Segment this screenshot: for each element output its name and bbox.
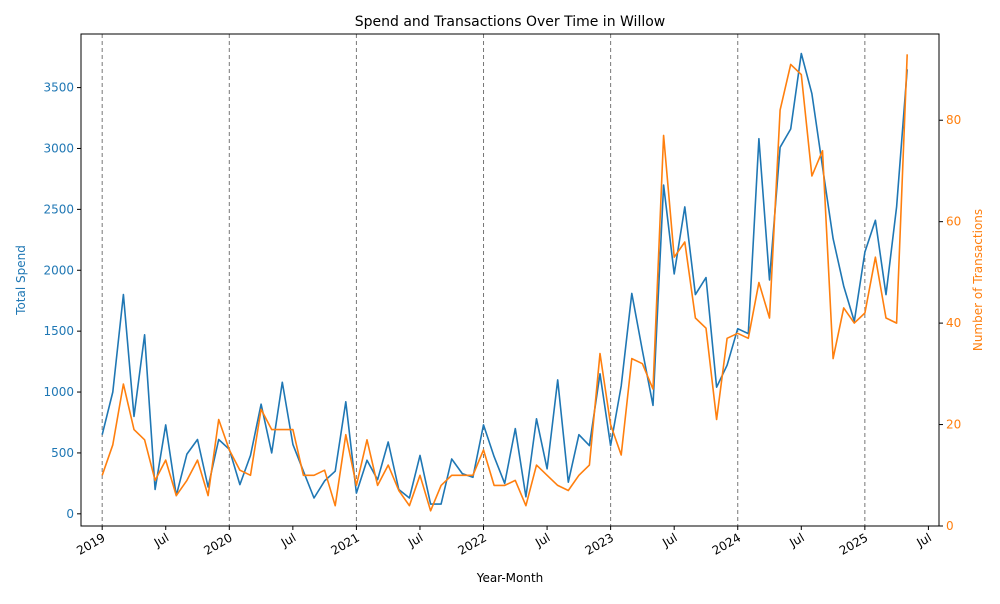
y-left-tick-label: 2000: [43, 263, 74, 277]
x-tick-label: 2022: [456, 530, 489, 557]
y-left-tick-label: 1500: [43, 324, 74, 338]
plot-frame: [80, 33, 940, 527]
x-tick-label: 2025: [837, 530, 870, 557]
x-tick-label: Jul: [405, 530, 425, 550]
y-axis-right-ticks: 0 20 40 60 80: [939, 113, 961, 533]
y-right-tick-label: 40: [946, 316, 961, 330]
y-axis-left-ticks: 0 500 1000 1500 2000 2500 3000 3500: [43, 81, 81, 521]
y-left-tick-label: 0: [66, 507, 74, 521]
x-axis-ticks: 2019 Jul 2020 Jul 2021 Jul 2022 Jul 2023 Jul 2024 J…: [74, 526, 934, 558]
spend-series-line: [101, 52, 908, 505]
x-tick-label: 2019: [74, 530, 107, 557]
chart-title: Spend and Transactions Over Time in Will…: [355, 14, 666, 30]
year-markers: [101, 34, 866, 526]
y-axis-left-label: Total Spend: [14, 245, 28, 316]
y-left-tick-label: 3500: [43, 81, 74, 95]
y-left-tick-label: 1000: [43, 385, 74, 399]
x-tick-label: Jul: [659, 530, 679, 550]
y-left-tick-label: 3000: [43, 141, 74, 155]
y-axis-right-label: Number of Transactions: [971, 209, 985, 351]
x-tick-label: 2023: [583, 530, 616, 557]
y-right-tick-label: 80: [946, 113, 961, 127]
x-tick-label: Jul: [532, 530, 552, 550]
x-tick-label: Jul: [151, 530, 171, 550]
x-tick-label: 2024: [710, 530, 743, 557]
y-right-tick-label: 60: [946, 215, 961, 229]
series-lines: [101, 52, 908, 512]
x-tick-label: Jul: [278, 530, 298, 550]
x-tick-label: Jul: [786, 530, 806, 550]
y-left-tick-label: 500: [51, 446, 74, 460]
transactions-series-line: [101, 54, 908, 512]
y-right-tick-label: 20: [946, 418, 961, 432]
x-tick-label: Jul: [913, 530, 933, 550]
y-right-tick-label: 0: [946, 519, 954, 533]
x-tick-label: 2021: [328, 530, 361, 557]
x-axis-label: Year-Month: [476, 571, 544, 585]
y-left-tick-label: 2500: [43, 202, 74, 216]
x-tick-label: 2020: [201, 530, 234, 557]
